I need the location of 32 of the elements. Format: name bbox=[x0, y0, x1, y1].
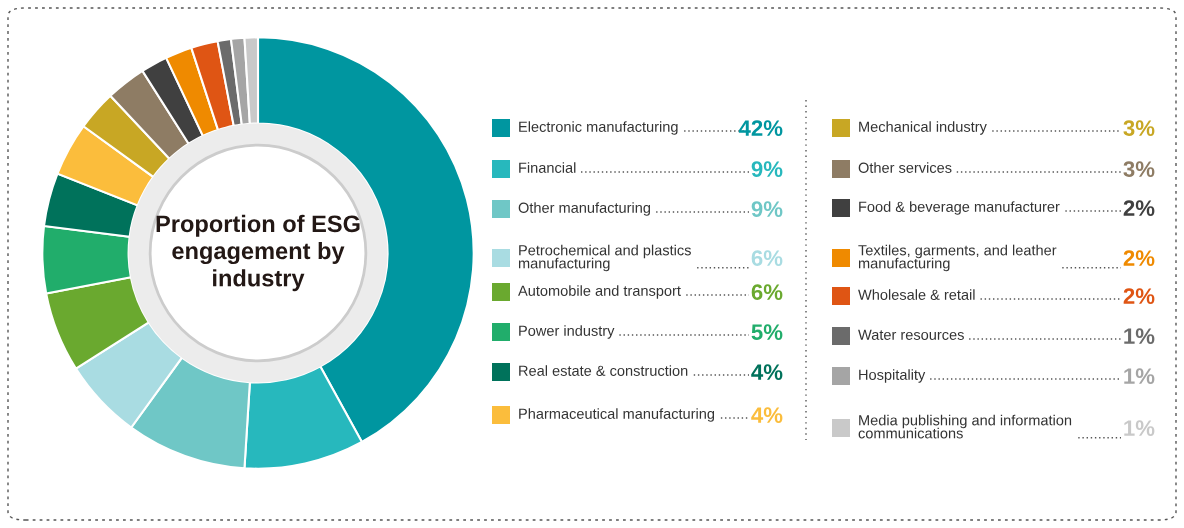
data-label: 4% bbox=[751, 407, 783, 423]
data-label: 2% bbox=[1123, 288, 1155, 304]
data-label: 6% bbox=[751, 250, 783, 266]
legend-label: Power industry bbox=[519, 325, 615, 339]
data-label: 2% bbox=[1123, 200, 1155, 216]
data-label: 4% bbox=[751, 364, 783, 380]
data-label: 1% bbox=[1124, 368, 1155, 384]
data-label: 9% bbox=[751, 161, 783, 177]
legend-label: Food & beverage manufacturer bbox=[859, 201, 1060, 215]
legend-label: Other services bbox=[858, 162, 952, 173]
data-label: 5% bbox=[751, 324, 783, 340]
data-label: 3% bbox=[1123, 120, 1155, 136]
data-label: 2% bbox=[1123, 250, 1155, 266]
legend-label: Automobile and transport bbox=[518, 285, 681, 299]
data-label: 6% bbox=[751, 284, 783, 300]
data-label: 9% bbox=[751, 201, 783, 217]
legend-label: Mechanical industry bbox=[859, 121, 987, 135]
legend-label: Media publishing and information communications bbox=[858, 414, 1072, 439]
legend-label: Water resources bbox=[858, 329, 964, 340]
legend-label: Hospitality bbox=[859, 369, 926, 383]
legend-label: Textiles, garments, and leather manufacturing bbox=[858, 244, 1057, 272]
data-label: 3% bbox=[1123, 161, 1155, 177]
text: Proportion of ESG engagement by industry bbox=[156, 214, 360, 292]
data-label: 42% bbox=[738, 120, 783, 136]
legend-label: Petrochemical and plastics manufacturing bbox=[518, 244, 691, 272]
legend-label: Real estate & construction bbox=[519, 365, 688, 376]
legend-label: Pharmaceutical manufacturing bbox=[519, 408, 715, 422]
legend-label: Electronic manufacturing bbox=[519, 121, 678, 135]
legend-label: Financial bbox=[519, 162, 576, 173]
legend-label: Other manufacturing bbox=[518, 202, 650, 216]
data-label: 1% bbox=[1124, 328, 1155, 344]
legend-label: Wholesale & retail bbox=[858, 289, 975, 300]
